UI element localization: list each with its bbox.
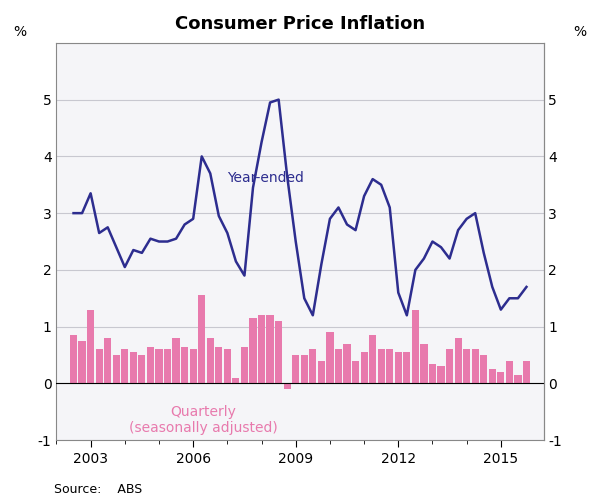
Text: %: %: [13, 25, 26, 39]
Bar: [147, 347, 154, 383]
Bar: [377, 349, 385, 383]
Bar: [275, 321, 282, 383]
Bar: [403, 352, 410, 383]
Bar: [130, 352, 137, 383]
Bar: [429, 364, 436, 383]
Bar: [506, 361, 513, 383]
Bar: [326, 332, 334, 383]
Bar: [121, 349, 128, 383]
Bar: [266, 315, 274, 383]
Bar: [232, 378, 239, 383]
Bar: [472, 349, 479, 383]
Bar: [318, 361, 325, 383]
Bar: [206, 338, 214, 383]
Bar: [241, 347, 248, 383]
Bar: [215, 347, 223, 383]
Text: Quarterly
(seasonally adjusted): Quarterly (seasonally adjusted): [129, 405, 278, 435]
Bar: [301, 355, 308, 383]
Bar: [139, 355, 145, 383]
Bar: [172, 338, 179, 383]
Bar: [395, 352, 402, 383]
Bar: [79, 341, 86, 383]
Bar: [198, 296, 205, 383]
Bar: [361, 352, 368, 383]
Bar: [292, 355, 299, 383]
Text: Year-ended: Year-ended: [227, 171, 304, 185]
Bar: [446, 349, 453, 383]
Bar: [70, 335, 77, 383]
Bar: [455, 338, 461, 383]
Bar: [480, 355, 487, 383]
Bar: [421, 344, 428, 383]
Bar: [437, 366, 445, 383]
Bar: [224, 349, 231, 383]
Bar: [95, 349, 103, 383]
Bar: [369, 335, 376, 383]
Bar: [514, 375, 521, 383]
Bar: [488, 369, 496, 383]
Bar: [155, 349, 163, 383]
Bar: [523, 361, 530, 383]
Bar: [284, 383, 291, 389]
Bar: [309, 349, 316, 383]
Bar: [87, 310, 94, 383]
Bar: [258, 315, 265, 383]
Bar: [463, 349, 470, 383]
Text: %: %: [574, 25, 587, 39]
Bar: [335, 349, 342, 383]
Text: Source:    ABS: Source: ABS: [54, 483, 142, 496]
Bar: [104, 338, 112, 383]
Bar: [113, 355, 120, 383]
Bar: [181, 347, 188, 383]
Bar: [386, 349, 394, 383]
Bar: [497, 372, 505, 383]
Bar: [352, 361, 359, 383]
Bar: [343, 344, 350, 383]
Bar: [190, 349, 197, 383]
Bar: [412, 310, 419, 383]
Bar: [164, 349, 171, 383]
Title: Consumer Price Inflation: Consumer Price Inflation: [175, 15, 425, 33]
Bar: [250, 318, 257, 383]
